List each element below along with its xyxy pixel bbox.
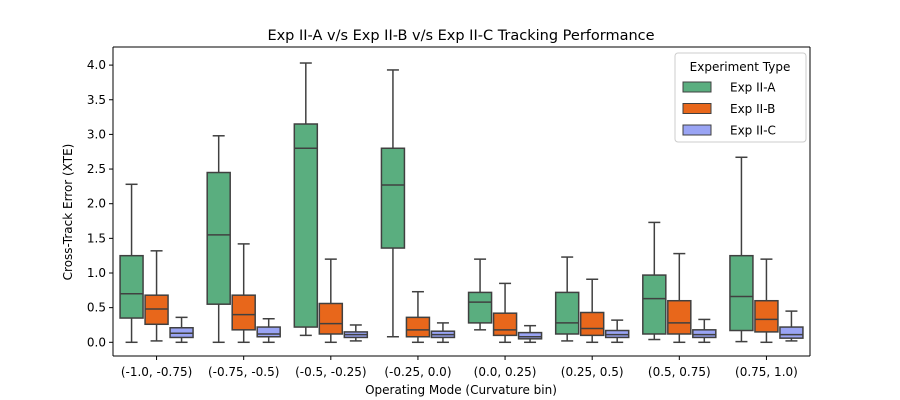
y-tick-label: 0.0 bbox=[87, 335, 106, 349]
box-iqr bbox=[467, 291, 493, 324]
box-exp-ii-a-4 bbox=[467, 258, 493, 331]
box-iqr bbox=[492, 312, 518, 337]
box-iqr bbox=[729, 254, 754, 332]
legend-swatch bbox=[682, 81, 712, 93]
box-exp-ii-b-3 bbox=[405, 290, 431, 344]
boxes-layer bbox=[119, 62, 804, 344]
box-iqr bbox=[667, 299, 692, 335]
box-exp-ii-b-0 bbox=[144, 250, 169, 342]
y-tick-label: 3.5 bbox=[87, 93, 106, 107]
box-exp-ii-a-1 bbox=[206, 135, 231, 344]
y-tick-label: 2.0 bbox=[87, 197, 106, 211]
box-exp-ii-b-2 bbox=[318, 258, 344, 344]
box-exp-ii-b-5 bbox=[579, 278, 605, 344]
box-exp-ii-a-7 bbox=[729, 156, 754, 343]
box-exp-ii-a-5 bbox=[554, 256, 580, 342]
box-exp-ii-c-4 bbox=[517, 324, 543, 344]
box-exp-ii-c-5 bbox=[604, 319, 630, 344]
box-exp-ii-b-6 bbox=[667, 252, 692, 344]
box-exp-ii-c-1 bbox=[256, 317, 281, 344]
y-tick-label: 4.0 bbox=[87, 58, 106, 72]
box-exp-ii-b-7 bbox=[754, 258, 779, 344]
legend-label: Exp II-C bbox=[730, 124, 776, 138]
box-exp-ii-b-1 bbox=[231, 243, 256, 344]
box-exp-ii-c-7 bbox=[779, 310, 804, 342]
legend: Experiment Type Exp II-A Exp II-B Exp II-C bbox=[674, 52, 807, 143]
chart-title: Exp II-A v/s Exp II-B v/s Exp II-C Track… bbox=[267, 28, 654, 44]
box-exp-ii-a-0 bbox=[119, 183, 144, 344]
legend-frame bbox=[674, 52, 807, 143]
axes-layer: 0.0 0.5 1.0 1.5 2.0 2.5 3.0 3.5 4.0 (-1.0, -0.75)… bbox=[87, 46, 811, 379]
box-iqr bbox=[692, 329, 717, 339]
box-exp-ii-c-3 bbox=[430, 322, 456, 344]
y-tick-label: 3.0 bbox=[87, 127, 106, 141]
box-iqr bbox=[554, 291, 580, 335]
x-tick-label: (0.75, 1.0) bbox=[735, 365, 798, 379]
box-exp-ii-a-6 bbox=[642, 221, 667, 341]
box-exp-ii-c-6 bbox=[692, 318, 717, 344]
x-tick-label: (0.25, 0.5) bbox=[561, 365, 624, 379]
x-axis-title: Operating Mode (Curvature bin) bbox=[365, 383, 557, 397]
box-iqr bbox=[119, 254, 144, 319]
box-exp-ii-b-4 bbox=[492, 282, 518, 344]
box-iqr bbox=[517, 331, 543, 340]
x-tick-label: (-1.0, -0.75) bbox=[121, 365, 192, 379]
x-tick-label: (-0.25, 0.0) bbox=[384, 365, 451, 379]
y-tick-label: 0.5 bbox=[87, 301, 106, 315]
box-exp-ii-a-3 bbox=[380, 69, 406, 338]
legend-title: Experiment Type bbox=[690, 60, 791, 74]
x-tick-label: (0.5, 0.75) bbox=[648, 365, 711, 379]
box-iqr bbox=[579, 311, 605, 337]
box-exp-ii-a-2 bbox=[293, 62, 319, 337]
box-iqr bbox=[405, 316, 431, 338]
box-iqr bbox=[642, 274, 667, 335]
box-iqr bbox=[293, 123, 319, 328]
box-iqr bbox=[779, 326, 804, 339]
y-tick-label: 1.5 bbox=[87, 231, 106, 245]
y-axis-title: Cross-Track Error (XTE) bbox=[61, 144, 75, 281]
box-exp-ii-c-2 bbox=[343, 324, 369, 342]
y-tick-label: 2.5 bbox=[87, 162, 106, 176]
box-iqr bbox=[754, 299, 779, 333]
box-exp-ii-c-0 bbox=[169, 316, 194, 344]
box-iqr bbox=[231, 294, 256, 331]
box-iqr bbox=[256, 326, 281, 338]
legend-label: Exp II-B bbox=[730, 102, 775, 116]
legend-swatch bbox=[682, 103, 712, 114]
box-iqr bbox=[380, 147, 406, 249]
y-tick-label: 1.0 bbox=[87, 266, 106, 280]
x-tick-label: (-0.5, -0.25) bbox=[295, 365, 366, 379]
box-iqr bbox=[318, 302, 344, 335]
legend-swatch bbox=[682, 124, 712, 136]
box-iqr bbox=[206, 171, 231, 305]
x-tick-label: (0.0, 0.25) bbox=[474, 365, 537, 379]
legend-label: Exp II-A bbox=[730, 81, 776, 95]
x-tick-label: (-0.75, -0.5) bbox=[208, 365, 279, 379]
